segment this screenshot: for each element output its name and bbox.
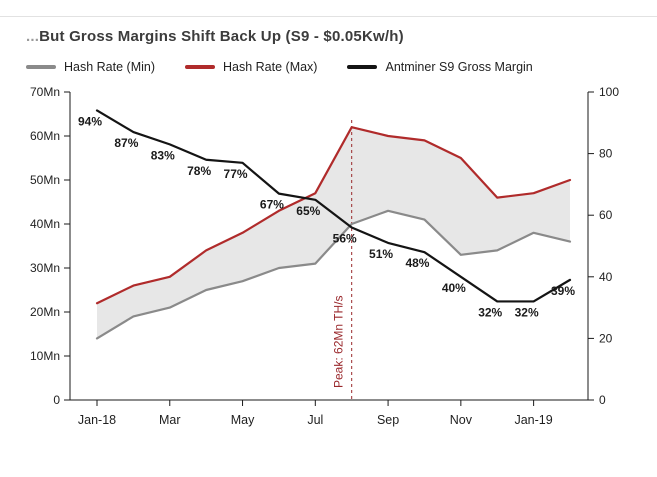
right-axis-tick-label: 60 — [599, 208, 613, 222]
gross-margin-data-label: 48% — [405, 256, 429, 270]
gross-margin-data-label: 32% — [478, 305, 502, 319]
chart-canvas: Peak: 62Mn TH/s 0 10Mn 20Mn 30Mn 40Mn 50Mn 60Mn… — [30, 85, 619, 427]
gross-margin-data-label: 78% — [187, 164, 211, 178]
legend-label: Hash Rate (Max) — [223, 60, 318, 74]
x-axis-tick-label: May — [231, 413, 255, 427]
left-axis-tick-label: 10Mn — [30, 349, 60, 363]
legend-label: Antminer S9 Gross Margin — [385, 60, 533, 74]
right-axis-tick-label: 0 — [599, 393, 606, 407]
gross-margin-data-label: 94% — [78, 114, 102, 128]
x-axis-tick-label: Sep — [377, 413, 399, 427]
right-axis-tick-label: 20 — [599, 331, 613, 345]
gross-margin-data-label: 32% — [515, 305, 539, 319]
gross-margin-swatch-icon — [347, 65, 378, 69]
gross-margin-data-label: 67% — [260, 198, 284, 212]
hash-rate-max-swatch-icon — [185, 65, 215, 69]
x-axis-tick-label: Nov — [450, 413, 473, 427]
gross-margin-data-label: 39% — [551, 284, 575, 298]
right-axis-tick-label: 80 — [599, 147, 613, 161]
gross-margin-data-label: 40% — [442, 281, 466, 295]
legend-item-hash-rate-max: Hash Rate (Max) — [185, 60, 317, 74]
hashrate-band-area — [97, 127, 570, 339]
gross-margin-data-label: 77% — [224, 167, 248, 181]
right-axis-tick-label: 100 — [599, 85, 619, 99]
gross-margin-data-label: 51% — [369, 247, 393, 261]
hash-rate-max-line — [95, 126, 572, 305]
legend-label: Hash Rate (Min) — [64, 60, 155, 74]
left-axis-tick-label: 20Mn — [30, 305, 60, 319]
left-axis-tick-label: 40Mn — [30, 217, 60, 231]
gross-margin-line — [95, 109, 572, 303]
gross-margin-data-label: 56% — [333, 232, 357, 246]
gross-margin-data-label: 87% — [114, 136, 138, 150]
chart-legend: Hash Rate (Min) Hash Rate (Max) Antminer… — [26, 60, 657, 74]
left-axis-tick-label: 0 — [53, 393, 60, 407]
x-axis-tick-label: Jan-18 — [78, 413, 116, 427]
gross-margin-data-label: 65% — [296, 204, 320, 218]
title-ellipsis: ... — [26, 28, 40, 45]
x-axis-tick-label: Mar — [159, 413, 181, 427]
left-axis-tick-label: 70Mn — [30, 85, 60, 99]
x-axis-tick-label: Jan-19 — [514, 413, 552, 427]
hash-rate-min-line — [95, 209, 572, 340]
gross-margin-data-label: 83% — [151, 148, 175, 162]
title-text: But Gross Margins Shift Back Up (S9 - $0… — [39, 28, 404, 45]
hash-rate-min-swatch-icon — [26, 65, 56, 69]
peak-annotation-label: Peak: 62Mn TH/s — [332, 296, 346, 388]
left-axis-tick-label: 60Mn — [30, 129, 60, 143]
left-axis-tick-label: 50Mn — [30, 173, 60, 187]
top-divider — [0, 16, 657, 17]
legend-item-hash-rate-min: Hash Rate (Min) — [26, 60, 155, 74]
right-axis-tick-label: 40 — [599, 270, 613, 284]
chart-title: ...But Gross Margins Shift Back Up (S9 -… — [26, 28, 657, 45]
left-axis-tick-label: 30Mn — [30, 261, 60, 275]
legend-item-gross-margin: Antminer S9 Gross Margin — [347, 60, 533, 74]
x-axis-tick-label: Jul — [307, 413, 323, 427]
